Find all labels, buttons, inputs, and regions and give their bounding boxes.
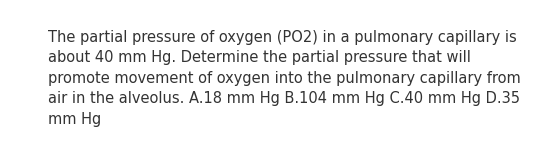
- Text: The partial pressure of oxygen (PO2) in a pulmonary capillary is
about 40 mm Hg.: The partial pressure of oxygen (PO2) in …: [48, 30, 521, 127]
